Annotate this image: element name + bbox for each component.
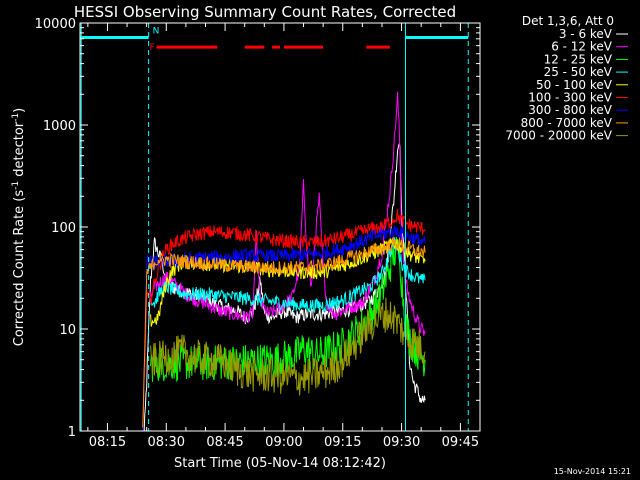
series-line-7 [142, 225, 426, 431]
chart-title: HESSI Observing Summary Count Rates, Cor… [74, 3, 456, 21]
legend-label: 100 - 300 keV [528, 91, 612, 105]
series-line-9 [150, 297, 426, 396]
legend-label: 6 - 12 keV [551, 40, 613, 54]
y-tick-label: 100 [51, 221, 76, 236]
legend-label: 800 - 7000 keV [521, 116, 613, 130]
series-line-2 [150, 91, 426, 337]
legend-label: 12 - 25 keV [544, 52, 613, 66]
annotation-layer: FN [80, 23, 469, 431]
x-tick-label: 09:15 [324, 435, 361, 450]
legend-label: 25 - 50 keV [544, 65, 613, 79]
y-tick-label: 10000 [35, 17, 76, 32]
y-tick-label: 1000 [43, 119, 76, 134]
legend-label: 50 - 100 keV [536, 78, 613, 92]
y-axis-label: Corrected Count Rate (s-1 detector-1) [11, 108, 27, 346]
legend-title: Det 1,3,6, Att 0 [522, 14, 614, 28]
y-tick-label: 10 [59, 323, 76, 338]
axes-layer: 08:15 08:30 08:45 09:00 09:15 09:30 09:45 1 10 10… [35, 17, 481, 450]
series-layer [142, 91, 426, 431]
legend-label: 7000 - 20000 keV [505, 129, 612, 143]
x-tick-label: 09:45 [442, 435, 479, 450]
x-tick-label: 08:45 [206, 435, 243, 450]
night-flag: N [153, 27, 160, 37]
series-line-6 [142, 209, 426, 431]
legend-label: 300 - 800 keV [528, 103, 612, 117]
x-tick-label: 08:15 [89, 435, 126, 450]
x-axis-label: Start Time (05-Nov-14 08:12:42) [174, 456, 386, 471]
x-tick-label: 09:00 [265, 435, 302, 450]
x-tick-label: 09:30 [383, 435, 420, 450]
timestamp: 15-Nov-2014 15:21 [554, 467, 631, 476]
y-tick-label: 1 [68, 425, 76, 440]
x-tick-label: 08:30 [148, 435, 185, 450]
attenuator-flag: F [149, 43, 154, 53]
series-line-4 [150, 237, 426, 313]
series-line-8 [142, 236, 426, 428]
legend-label: 3 - 6 keV [559, 27, 613, 41]
